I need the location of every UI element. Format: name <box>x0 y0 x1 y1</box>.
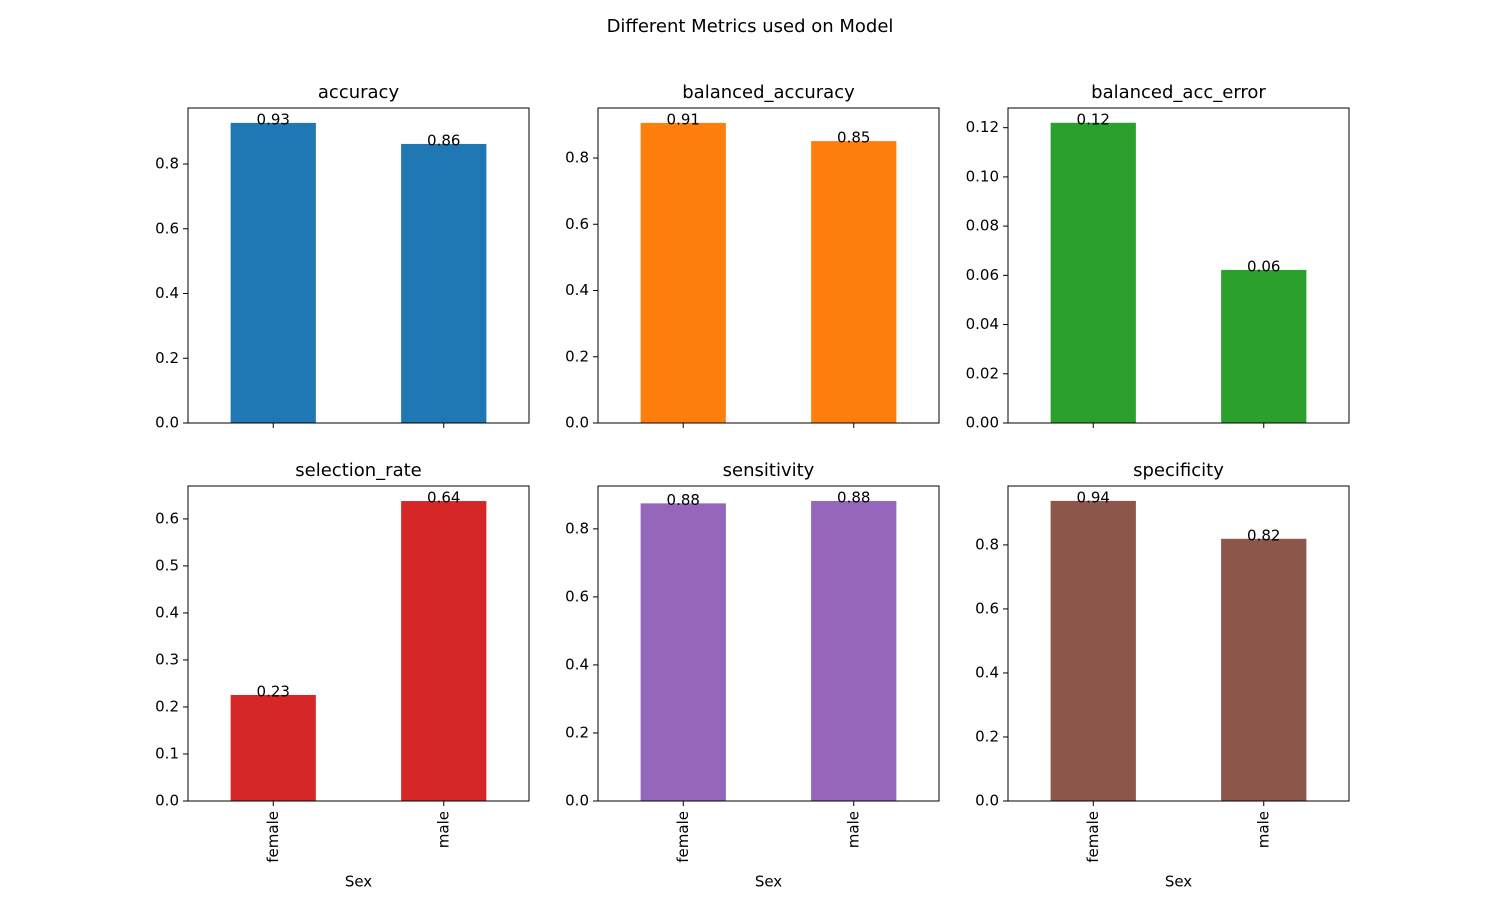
x-tick-label: female <box>674 811 692 863</box>
bar <box>640 503 726 801</box>
y-tick-label: 0.4 <box>155 603 179 621</box>
y-tick-label: 0.2 <box>565 347 589 365</box>
value-label: 0.94 <box>1077 488 1110 506</box>
y-tick-label: 0.4 <box>155 284 179 302</box>
bar <box>401 501 487 801</box>
value-label: 0.82 <box>1247 526 1280 544</box>
bar <box>230 122 316 423</box>
y-tick-label: 0.8 <box>565 149 589 167</box>
value-label: 0.23 <box>257 682 290 700</box>
value-label: 0.88 <box>667 491 700 509</box>
y-tick-label: 0.02 <box>966 364 999 382</box>
subplot-title: balanced_acc_error <box>1091 82 1266 103</box>
x-axis-label: Sex <box>1165 873 1192 891</box>
y-tick-label: 0.6 <box>155 219 179 237</box>
subplot-title: selection_rate <box>295 460 421 481</box>
value-label: 0.64 <box>427 489 460 507</box>
y-tick-label: 0.0 <box>565 792 589 810</box>
value-label: 0.91 <box>667 110 700 128</box>
y-tick-label: 0.0 <box>565 414 589 432</box>
bar <box>230 694 316 801</box>
y-tick-label: 0.10 <box>966 167 999 185</box>
axes-frame <box>1007 485 1350 802</box>
y-tick-label: 0.0 <box>975 792 999 810</box>
subplot-title: balanced_accuracy <box>682 82 855 103</box>
y-tick-label: 0.6 <box>565 587 589 605</box>
y-tick-label: 0.08 <box>966 217 999 235</box>
x-axis-label: Sex <box>755 873 782 891</box>
bar <box>1050 500 1136 801</box>
x-tick-label: female <box>1084 811 1102 863</box>
y-tick-label: 0.8 <box>565 519 589 537</box>
y-tick-label: 0.6 <box>565 215 589 233</box>
bar <box>811 500 897 801</box>
bar <box>1050 122 1136 423</box>
y-tick-label: 0.2 <box>975 727 999 745</box>
y-tick-label: 0.4 <box>975 663 999 681</box>
bar <box>1221 538 1307 801</box>
bar <box>1221 269 1307 423</box>
y-tick-label: 0.4 <box>565 281 589 299</box>
y-tick-label: 0.0 <box>155 792 179 810</box>
subplot-title: specificity <box>1133 460 1224 481</box>
y-tick-label: 0.06 <box>966 266 999 284</box>
y-tick-label: 0.2 <box>155 349 179 367</box>
x-axis-label: Sex <box>345 873 372 891</box>
y-tick-label: 0.5 <box>155 556 179 574</box>
value-label: 0.88 <box>837 488 870 506</box>
axes-frame <box>187 485 530 802</box>
bar <box>811 141 897 423</box>
value-label: 0.85 <box>837 129 870 147</box>
y-tick-label: 0.2 <box>155 697 179 715</box>
x-tick-label: male <box>1254 811 1272 848</box>
value-label: 0.93 <box>257 110 290 128</box>
y-tick-label: 0.6 <box>975 599 999 617</box>
axes-frame <box>1007 107 1350 424</box>
y-tick-label: 0.0 <box>155 414 179 432</box>
x-tick-label: male <box>844 811 862 848</box>
value-label: 0.86 <box>427 131 460 149</box>
x-tick-label: male <box>434 811 452 848</box>
subplot-title: sensitivity <box>723 460 815 481</box>
axes-frame <box>187 107 530 424</box>
x-tick-label: female <box>264 811 282 863</box>
bar <box>401 143 487 424</box>
y-tick-label: 0.4 <box>565 655 589 673</box>
y-tick-label: 0.6 <box>155 509 179 527</box>
value-label: 0.06 <box>1247 257 1280 275</box>
bar <box>640 122 726 423</box>
y-tick-label: 0.8 <box>975 535 999 553</box>
axes-frame <box>597 485 940 802</box>
y-tick-label: 0.00 <box>966 414 999 432</box>
figure-title: Different Metrics used on Model <box>607 16 894 37</box>
axes-frame <box>597 107 940 424</box>
subplot-title: accuracy <box>318 82 400 103</box>
y-tick-label: 0.12 <box>966 118 999 136</box>
y-tick-label: 0.2 <box>565 723 589 741</box>
y-tick-label: 0.3 <box>155 650 179 668</box>
value-label: 0.12 <box>1077 110 1110 128</box>
y-tick-label: 0.04 <box>966 315 999 333</box>
y-tick-label: 0.8 <box>155 155 179 173</box>
y-tick-label: 0.1 <box>155 744 179 762</box>
